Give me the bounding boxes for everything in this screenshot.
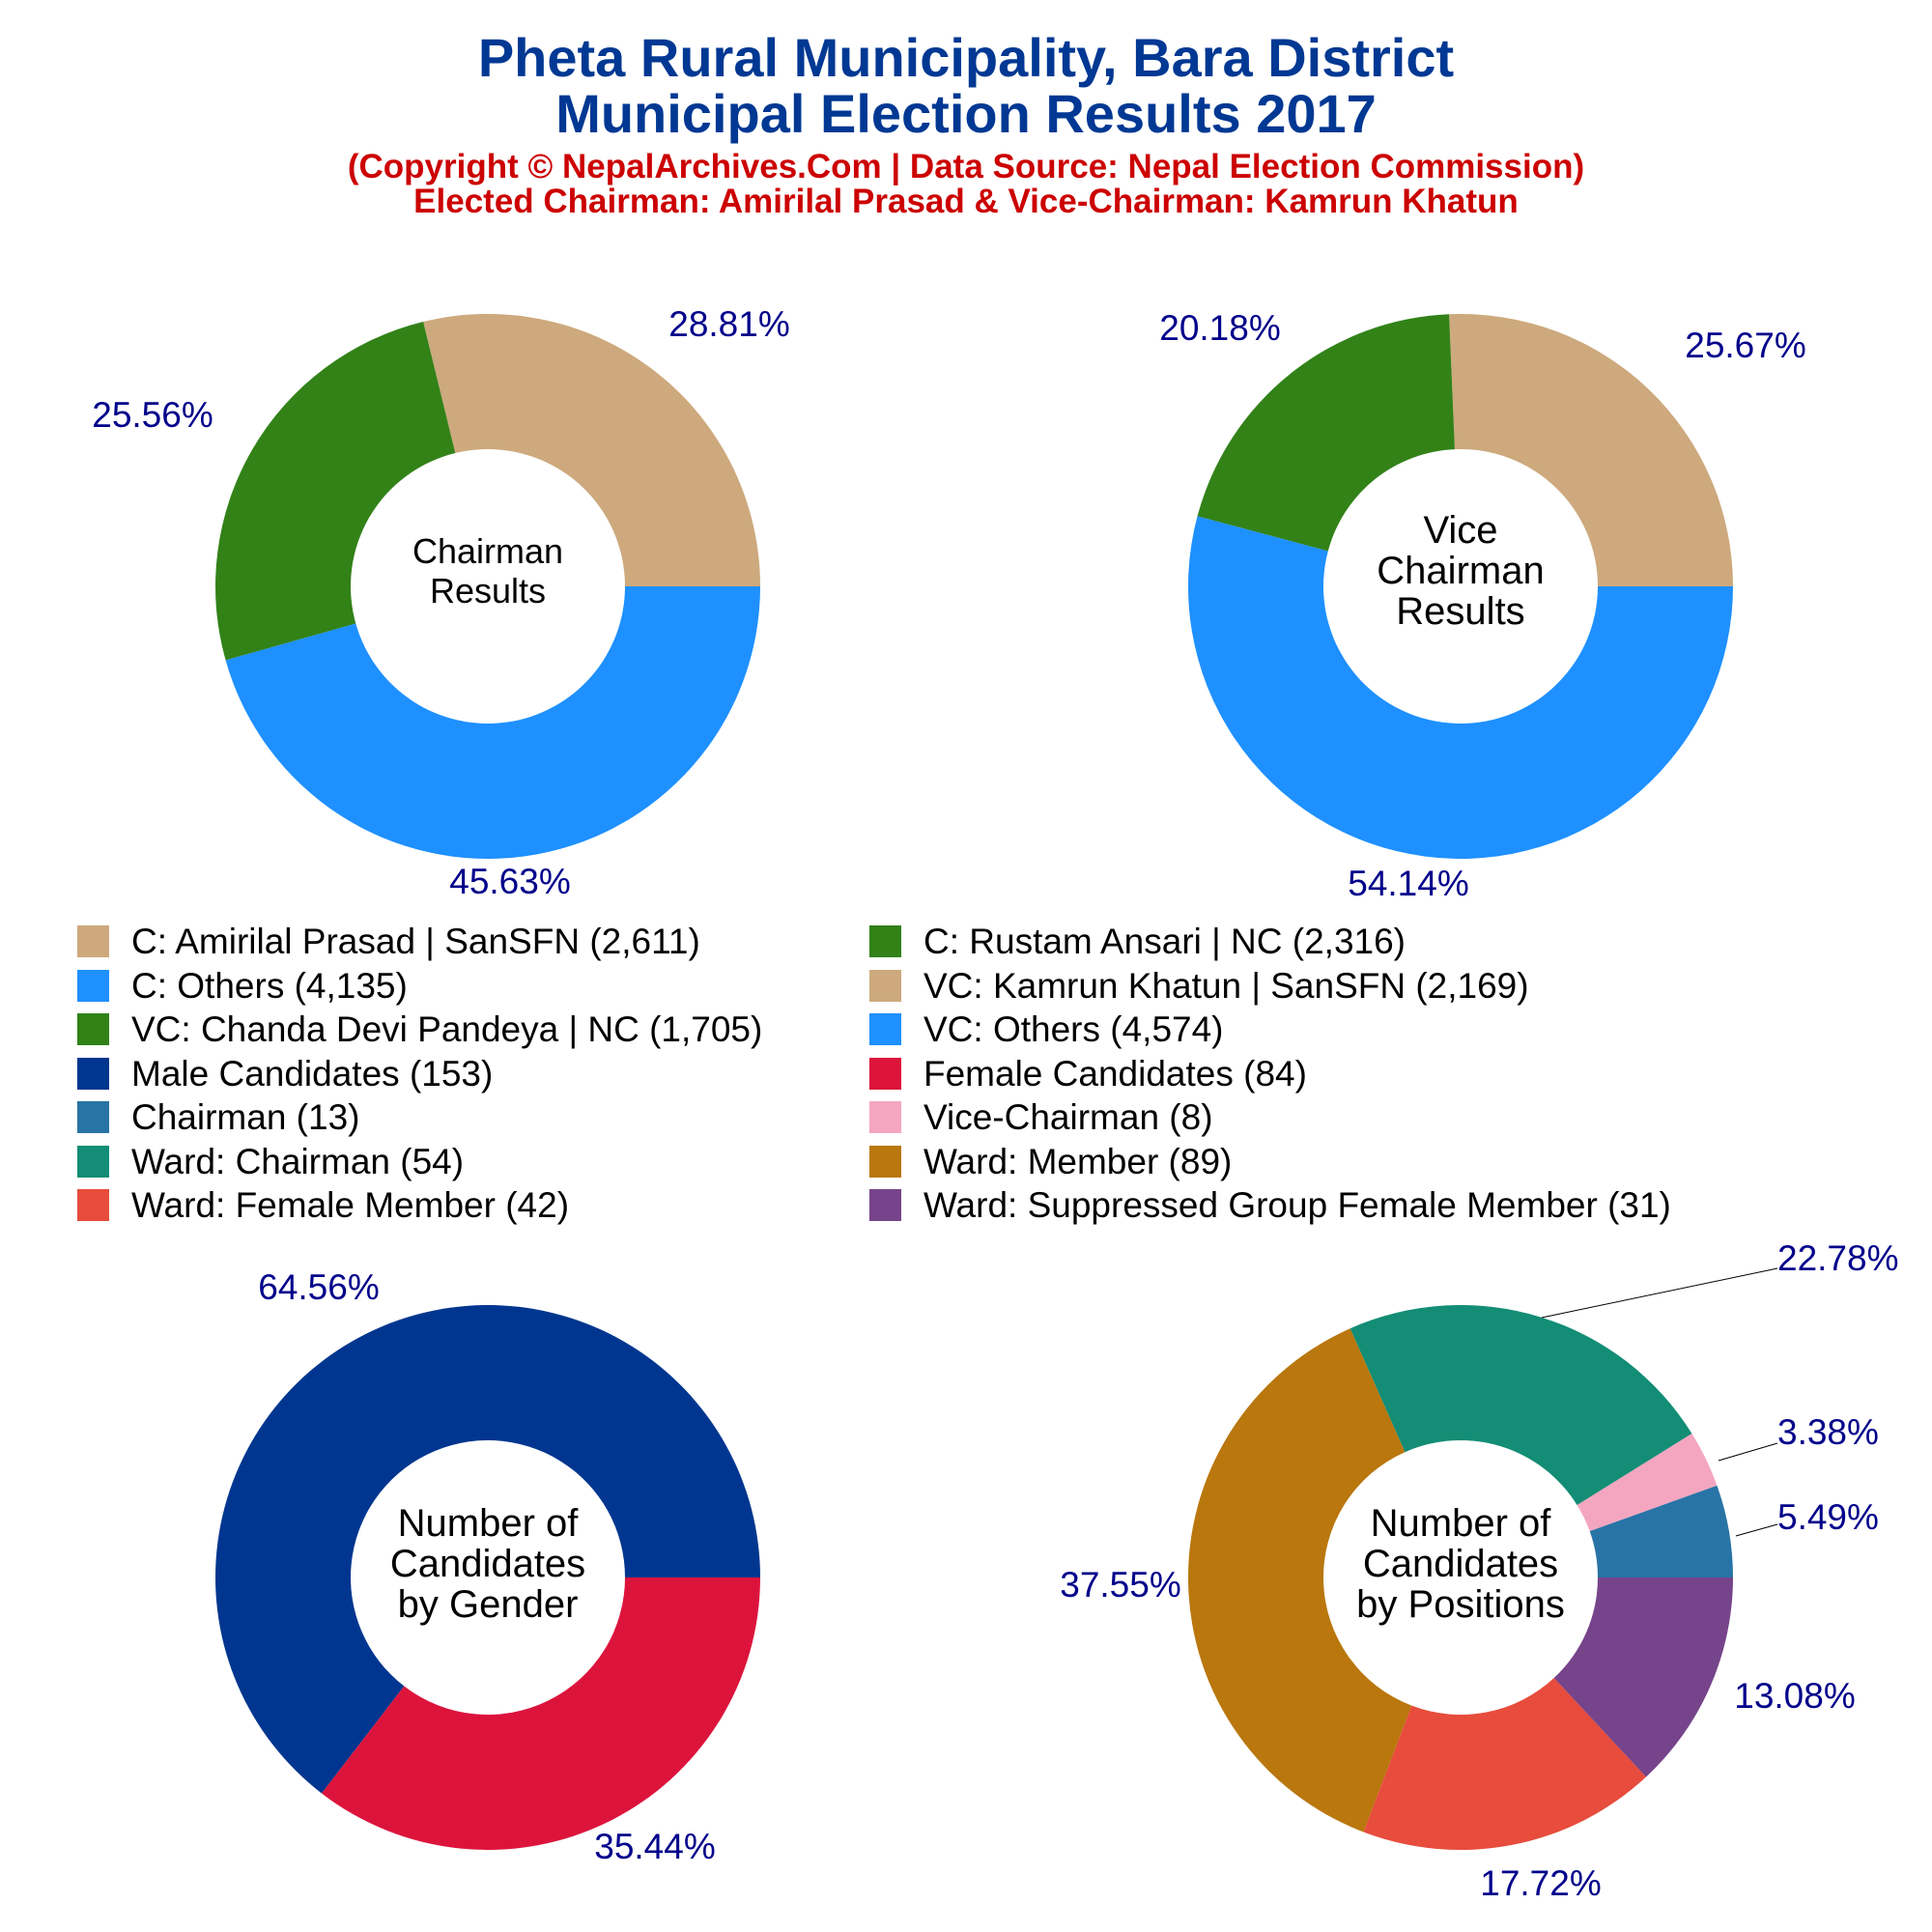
percent-label: 45.63%: [449, 862, 571, 901]
legend-label: Female Candidates (84): [923, 1053, 1307, 1094]
legend-label: Ward: Suppressed Group Female Member (31…: [923, 1185, 1671, 1225]
percent-label: 5.49%: [1777, 1497, 1879, 1537]
legend-label: C: Amirilal Prasad | SanSFN (2,611): [131, 922, 700, 961]
legend-swatch: [77, 1057, 109, 1090]
legend-swatch: [869, 925, 901, 957]
chart-title-line1: Pheta Rural Municipality, Bara District: [477, 27, 1455, 88]
percent-label: 35.44%: [594, 1827, 716, 1866]
copyright-subtitle: (Copyright © NepalArchives.Com | Data So…: [347, 148, 1585, 185]
percent-label: 28.81%: [668, 304, 790, 344]
legend-label: Chairman (13): [131, 1097, 360, 1137]
pie-slice: [1449, 313, 1733, 586]
pie-slice: [1187, 1328, 1412, 1833]
pie-slice: [1553, 1577, 1733, 1777]
leader-line: [1541, 1267, 1778, 1319]
donut-center-label: Candidates: [390, 1543, 585, 1585]
legend-swatch: [869, 969, 901, 1002]
pie-slice: [214, 322, 456, 661]
donut-center-label: Vice: [1423, 509, 1497, 552]
percent-label: 22.78%: [1777, 1238, 1899, 1278]
legend-swatch: [77, 1101, 109, 1133]
legend-swatch: [869, 1101, 901, 1133]
donut-center-label: Results: [1396, 590, 1524, 633]
percent-label: 3.38%: [1777, 1412, 1879, 1452]
pie-slice: [225, 586, 760, 859]
donut-center-label: by Positions: [1356, 1583, 1565, 1626]
legend-label: Vice-Chairman (8): [923, 1097, 1213, 1137]
pie-slice: [1363, 1678, 1647, 1850]
donut-center-label: Results: [430, 571, 546, 611]
legend-label: VC: Kamrun Khatun | SanSFN (2,169): [923, 965, 1529, 1006]
pie-slice: [1589, 1485, 1733, 1577]
legend-label: Ward: Chairman (54): [131, 1141, 465, 1181]
legend-swatch: [77, 969, 109, 1002]
pie-slice: [423, 314, 760, 586]
percent-label: 25.67%: [1685, 326, 1806, 365]
legend-label: C: Others (4,135): [131, 965, 408, 1006]
pie-slice: [321, 1577, 760, 1850]
percent-label: 25.56%: [92, 395, 213, 435]
pie-slice: [1577, 1433, 1718, 1532]
legend-label: VC: Others (4,574): [923, 1009, 1224, 1049]
leader-line: [1735, 1523, 1778, 1537]
donut-center-label: Candidates: [1363, 1543, 1558, 1585]
legend-swatch: [869, 1013, 901, 1045]
legend-swatch: [77, 1145, 109, 1178]
leader-line: [1718, 1442, 1778, 1462]
legend-swatch: [77, 1189, 109, 1221]
legend-swatch: [77, 1013, 109, 1045]
legend-label: Male Candidates (153): [131, 1053, 494, 1094]
percent-label: 17.72%: [1480, 1863, 1602, 1903]
percent-label: 64.56%: [258, 1267, 380, 1307]
percent-label: 54.14%: [1348, 864, 1469, 903]
percent-label: 13.08%: [1734, 1676, 1856, 1716]
donut-center-label: by Gender: [398, 1583, 579, 1626]
percent-label: 37.55%: [1060, 1565, 1181, 1605]
legend-label: Ward: Female Member (42): [131, 1185, 570, 1225]
legend-label: Ward: Member (89): [923, 1141, 1233, 1181]
pie-slice: [1197, 314, 1455, 552]
donut-center-label: Number of: [1371, 1502, 1552, 1545]
pie-slice: [1350, 1305, 1692, 1505]
legend-label: VC: Chanda Devi Pandeya | NC (1,705): [131, 1009, 763, 1049]
legend: C: Amirilal Prasad | SanSFN (2,611) C: Ru…: [77, 921, 1855, 1230]
donut-center-label: Chairman: [1377, 550, 1544, 592]
legend-swatch: [869, 1189, 901, 1221]
donut-center-label: Number of: [398, 1502, 580, 1545]
chart-title-line2: Municipal Election Results 2017: [555, 83, 1377, 144]
legend-label: C: Rustam Ansari | NC (2,316): [923, 922, 1406, 961]
donut-center-label: Chairman: [412, 531, 563, 571]
donut-chart: 5.49% 3.38% 22.78% 37.55% 17.72% 13.08% Number…: [1060, 1238, 1898, 1903]
pie-slice: [1187, 516, 1733, 859]
legend-swatch: [869, 1145, 901, 1178]
legend-swatch: [869, 1057, 901, 1090]
elected-subtitle: Elected Chairman: Amirilal Prasad & Vice…: [413, 183, 1519, 220]
pie-slice: [215, 1305, 761, 1794]
legend-swatch: [77, 925, 109, 957]
percent-label: 20.18%: [1159, 308, 1281, 348]
